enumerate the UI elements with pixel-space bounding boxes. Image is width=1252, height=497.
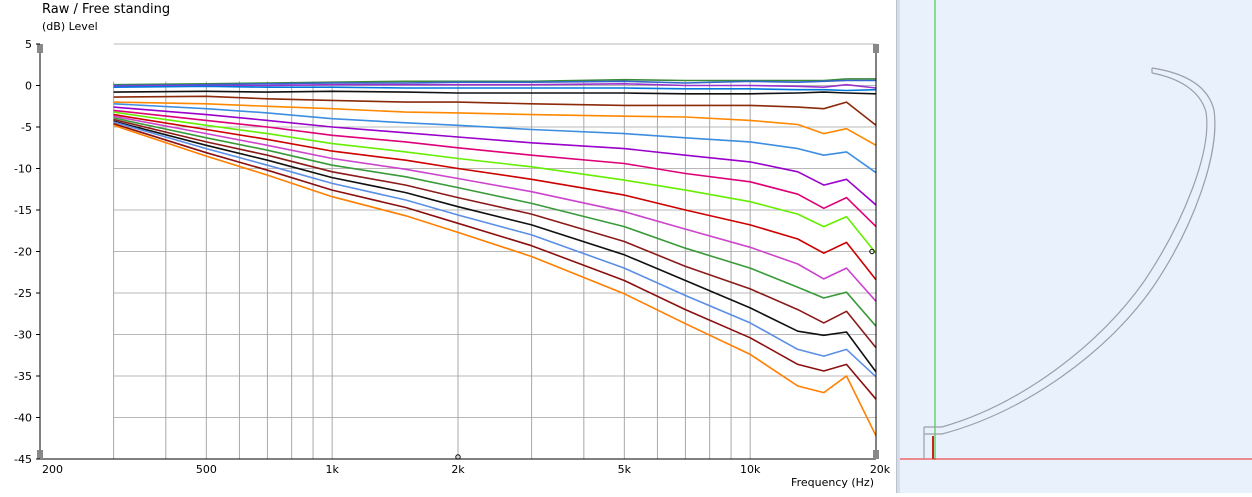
series-line-10: [113, 109, 877, 228]
series-line-14: [113, 117, 877, 327]
y-tick-label: -45: [14, 453, 32, 466]
y-tick-label: -35: [14, 370, 32, 383]
series-line-5: [113, 90, 877, 95]
axis-handle: [873, 44, 879, 53]
x-tick-label: 500: [196, 463, 217, 476]
cursor-marker: [869, 248, 875, 255]
x-tick-label: 20k: [870, 463, 891, 476]
y-axis-label: (dB) Level: [42, 20, 98, 33]
axis-handle: [37, 450, 43, 459]
series-line-11: [113, 111, 877, 254]
y-tick-label: -25: [14, 287, 32, 300]
series-line-3: [113, 83, 877, 89]
series-line-19: [113, 124, 877, 437]
series-line-17: [113, 121, 877, 378]
axis-handle: [873, 450, 879, 459]
series-line-13: [113, 115, 877, 302]
series-line-8: [113, 103, 877, 174]
axis-layer: 5 0 -5 -10 -15 -20 -25 -30 -35 -40 -45 200 500 1k 2k 5k…: [14, 38, 891, 476]
y-tick-label: -15: [14, 204, 32, 217]
diagram-panel: [900, 0, 1252, 493]
x-tick-label: 10k: [740, 463, 761, 476]
series-line-4: [113, 85, 877, 92]
series-line-9: [113, 106, 877, 206]
y-tick-label: -5: [21, 121, 32, 134]
y-tick-label: 0: [25, 80, 32, 93]
x-tick-label: 1k: [325, 463, 339, 476]
x-axis-label: Frequency (Hz): [791, 476, 874, 489]
series-layer: [113, 78, 877, 437]
cursor-marker: [455, 454, 461, 460]
panel-divider[interactable]: [896, 0, 900, 493]
series-line-18: [113, 122, 877, 400]
chart-title: Raw / Free standing: [42, 2, 171, 17]
y-tick-label: -30: [14, 329, 32, 342]
y-tick-label: -40: [14, 412, 32, 425]
series-line-12: [113, 113, 877, 281]
y-tick-label: -20: [14, 246, 32, 259]
plot-area: 5 0 -5 -10 -15 -20 -25 -30 -35 -40 -45 200 500 1k 2k 5k…: [14, 38, 891, 476]
horn-outer-profile: [924, 72, 1208, 428]
x-tick-label: 2k: [451, 463, 465, 476]
chart-panel: Raw / Free standing (dB) Level 5 0 -5 -10 -1…: [14, 2, 891, 489]
horn-inner-profile: [924, 67, 1216, 435]
y-tick-label: -10: [14, 163, 32, 176]
series-line-2: [113, 79, 876, 87]
series-line-7: [113, 101, 877, 146]
x-tick-label: 5k: [618, 463, 632, 476]
series-line-15: [113, 118, 877, 349]
y-tick-label: 5: [25, 38, 32, 51]
series-line-6: [113, 95, 877, 126]
series-line-16: [113, 120, 877, 373]
x-tick-label: 200: [42, 463, 63, 476]
horn-profile-diagram: [900, 0, 1252, 460]
axis-handle: [37, 44, 43, 53]
